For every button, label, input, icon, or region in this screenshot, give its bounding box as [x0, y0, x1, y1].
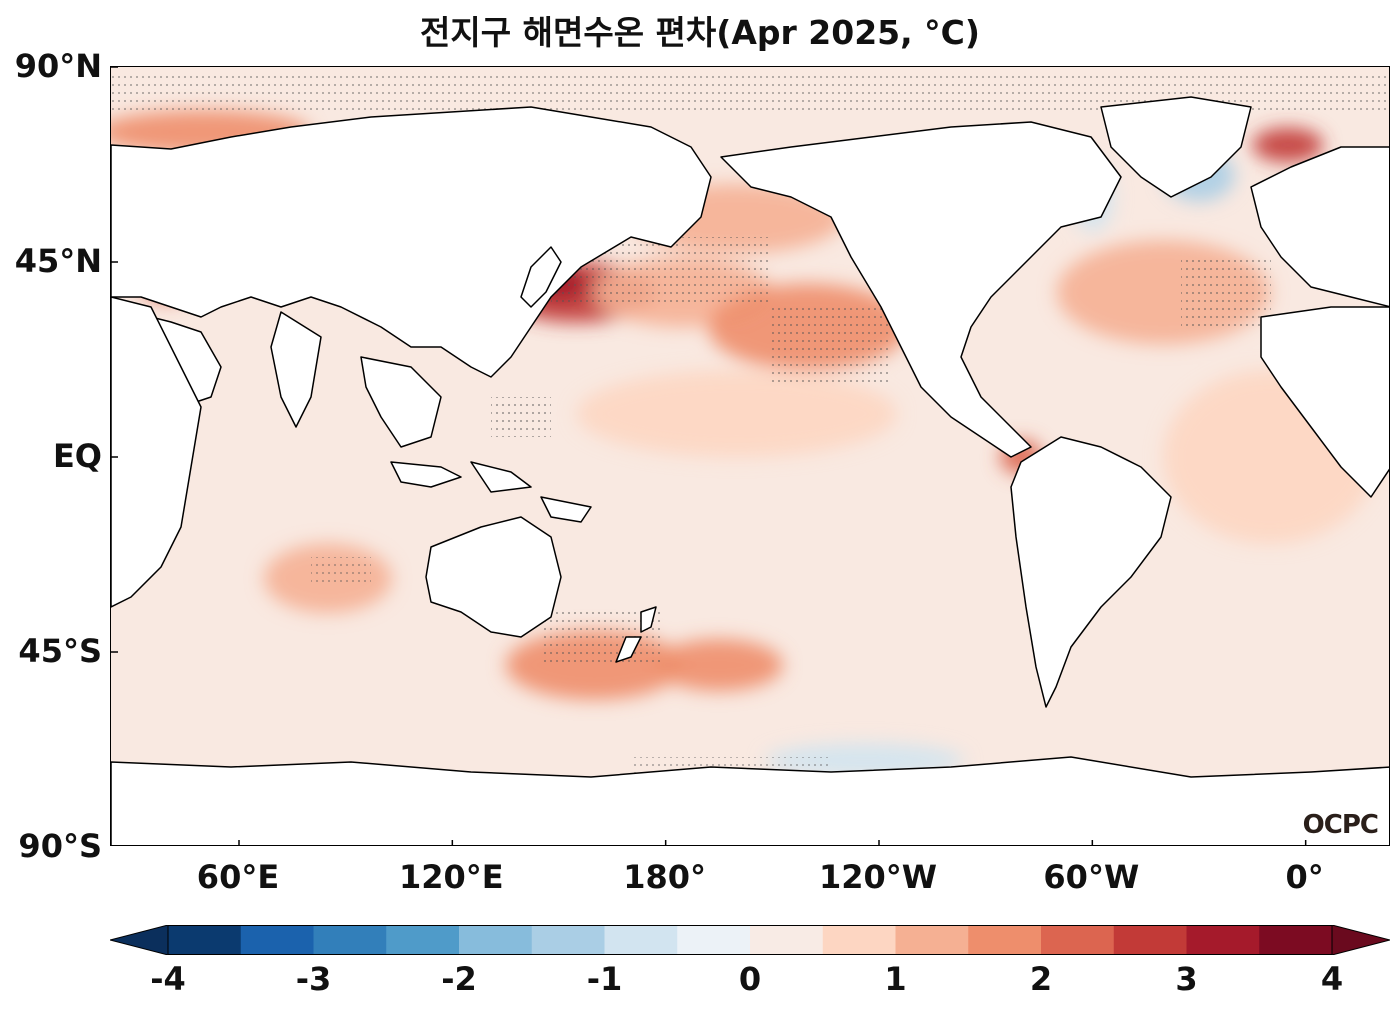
africa-east-landmass — [1260, 306, 1389, 498]
colorbar-label: 0 — [738, 960, 762, 998]
colorbar-segment — [1186, 925, 1260, 955]
lon-label: 60°E — [196, 858, 280, 896]
new-zealand-landmass — [615, 606, 657, 663]
colorbar-label: -1 — [586, 960, 623, 998]
japan-islands — [520, 246, 562, 308]
south-america-landmass — [1010, 436, 1172, 708]
lon-label: 0° — [1285, 858, 1324, 896]
maritime-continent-islands — [390, 461, 592, 523]
eurasia-landmass — [111, 106, 712, 378]
colorbar-segment — [386, 925, 460, 955]
colorbar-segment — [750, 925, 824, 955]
lon-label: 180° — [623, 858, 707, 896]
colorbar-label: 1 — [884, 960, 907, 998]
sst-anomaly-map — [111, 67, 1389, 845]
colorbar-under-arrow — [110, 925, 169, 955]
australia-landmass — [425, 516, 562, 638]
colorbar-label: -4 — [150, 960, 186, 998]
anomaly-region-18 — [576, 370, 897, 457]
continent-outlines — [111, 96, 1389, 845]
colorbar-label: 3 — [1175, 960, 1198, 998]
ocpc-logo-watermark: OCPC — [1302, 810, 1379, 840]
colorbar-segment — [459, 925, 533, 955]
colorbar-segment — [968, 925, 1042, 955]
colorbar — [110, 925, 1390, 955]
colorbar-segment — [1113, 925, 1187, 955]
lon-label: 60°W — [1043, 858, 1140, 896]
lat-label: 45°N — [14, 242, 102, 280]
colorbar-over-arrow — [1331, 925, 1390, 955]
anomaly-region-8 — [655, 639, 783, 691]
africa-landmass — [111, 296, 202, 608]
southeast-asia-landmass — [360, 356, 442, 448]
colorbar-label: -2 — [441, 960, 477, 998]
lat-label: 90°N — [14, 47, 102, 85]
map-frame-ticks — [111, 67, 1307, 845]
colorbar-segment — [313, 925, 387, 955]
anomaly-region-10 — [1252, 127, 1324, 163]
colorbar-segment — [677, 925, 751, 955]
colorbar-label: 2 — [1029, 960, 1053, 998]
north-america-landmass — [720, 121, 1122, 458]
lat-label: 45°S — [18, 632, 102, 670]
greenland-landmass — [1100, 96, 1252, 198]
colorbar-segment — [822, 925, 896, 955]
colorbar-segment — [895, 925, 969, 955]
colorbar-segment — [1259, 925, 1333, 955]
europe-landmass — [1250, 146, 1389, 308]
colorbar-segment — [240, 925, 314, 955]
colorbar-segment — [531, 925, 605, 955]
colorbar-outline — [167, 925, 1333, 955]
colorbar-label: -3 — [295, 960, 332, 998]
lon-label: 120°W — [818, 858, 938, 896]
antarctica-landmass — [111, 756, 1389, 845]
colorbar-label: 4 — [1320, 960, 1344, 998]
lat-label: EQ — [52, 437, 102, 475]
lon-label: 120°E — [399, 858, 504, 896]
map-plot-area — [110, 66, 1390, 846]
lat-label: 90°S — [18, 827, 102, 865]
map-title: 전지구 해면수온 편차(Apr 2025, °C) — [420, 13, 980, 52]
colorbar-segment — [1041, 925, 1115, 955]
colorbar-segment — [168, 925, 242, 955]
colorbar-segment — [604, 925, 678, 955]
